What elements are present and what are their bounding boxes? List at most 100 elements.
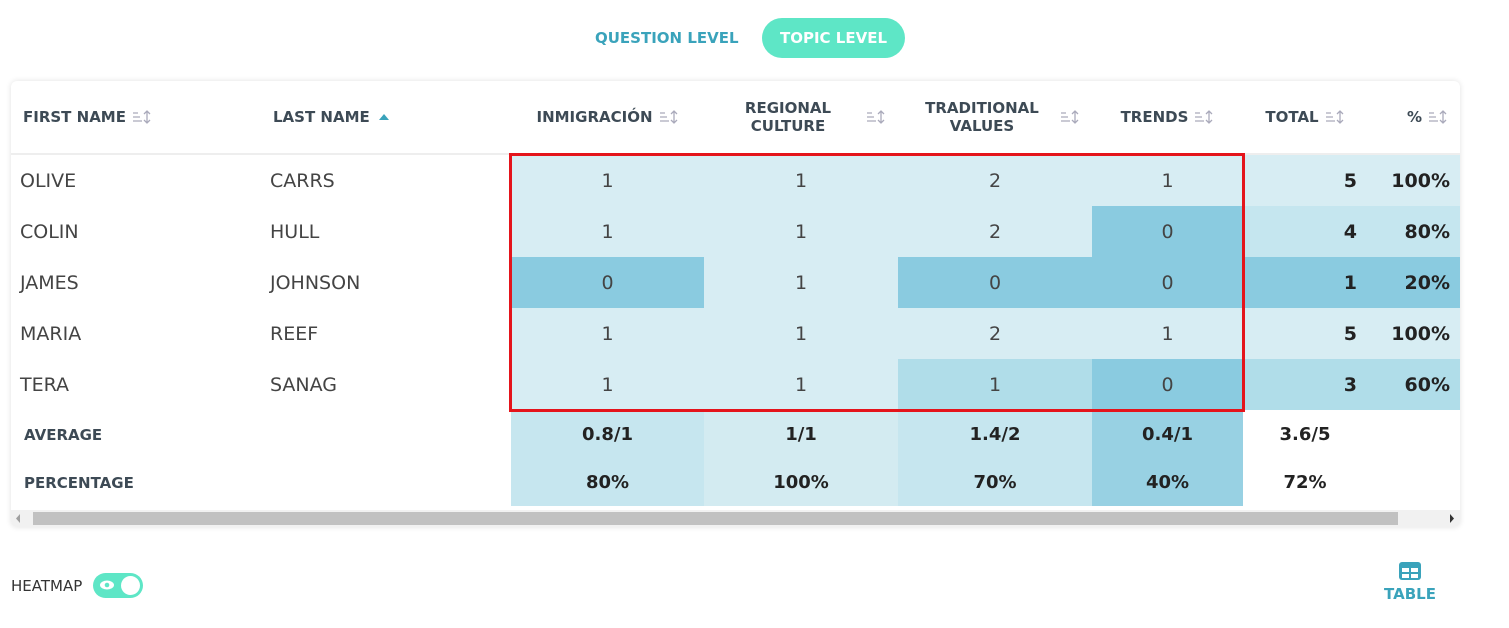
summary-label: AVERAGE: [11, 410, 261, 459]
total-cell: 5: [1243, 308, 1367, 359]
last-name-text: CARRS: [270, 169, 335, 192]
summary-blank: [261, 459, 511, 506]
column-header-text: %: [1406, 108, 1422, 126]
score-cell: 1: [511, 155, 704, 206]
score-cell-text: 1: [601, 169, 614, 192]
sort-icon[interactable]: [1325, 109, 1345, 125]
sort-icon[interactable]: [376, 109, 396, 125]
last-name: REEF: [261, 308, 511, 359]
score-cell-text: 1: [794, 373, 808, 396]
column-header[interactable]: LAST NAME: [261, 81, 511, 155]
column-header-text: LAST NAME: [273, 108, 370, 126]
column-header[interactable]: REGIONAL CULTURE: [704, 81, 898, 155]
summary-value: 100%: [704, 459, 898, 506]
summary-value: 40%: [1092, 459, 1243, 506]
total-cell-text: 5: [1343, 322, 1357, 345]
sort-icon[interactable]: [132, 109, 152, 125]
score-cell-text: 2: [988, 169, 1002, 192]
score-cell: 0: [511, 257, 704, 308]
scroll-right[interactable]: [1448, 510, 1456, 527]
score-cell-text: 1: [794, 322, 808, 345]
score-cell-text: 2: [988, 220, 1002, 243]
heatmap-label: HEATMAP: [11, 577, 83, 595]
column-header[interactable]: TRENDS: [1092, 81, 1243, 155]
summary-total-text: 3.6/5: [1279, 424, 1331, 445]
column-header[interactable]: INMIGRACIÓN: [511, 81, 704, 155]
summary-value-text: 80%: [585, 472, 630, 493]
total-cell-text: 3: [1343, 373, 1357, 396]
score-cell: 1: [704, 308, 898, 359]
score-cell-text: 1: [1161, 169, 1174, 192]
tab-active[interactable]: TOPIC LEVEL: [762, 18, 906, 58]
table-view-button[interactable]: TABLE: [1380, 561, 1440, 603]
summary-value: 1/1: [704, 410, 898, 459]
tab[interactable]: QUESTION LEVEL: [595, 29, 739, 47]
score-cell: 1: [1092, 155, 1243, 206]
column-header[interactable]: %: [1367, 81, 1460, 155]
toggle-knob: [121, 576, 140, 595]
score-cell: 1: [704, 359, 898, 410]
last-name: JOHNSON: [261, 257, 511, 308]
scrollbar[interactable]: [11, 510, 1460, 527]
summary-value-text: 0.4/1: [1142, 424, 1193, 445]
total-cell: 4: [1243, 206, 1367, 257]
score-cell-text: 0: [1161, 271, 1174, 294]
summary-blank: [261, 410, 511, 459]
summary-blank: [1367, 459, 1460, 506]
summary-value: 0.8/1: [511, 410, 704, 459]
last-name-text: SANAG: [270, 373, 338, 396]
summary-value: 80%: [511, 459, 704, 506]
column-header[interactable]: FIRST NAME: [11, 81, 261, 155]
summary-value-text: 100%: [773, 472, 829, 493]
score-cell-text: 1: [1161, 322, 1174, 345]
column-header[interactable]: TRADITIONAL VALUES: [898, 81, 1092, 155]
score-cell: 1: [898, 359, 1092, 410]
percent-cell: 60%: [1367, 359, 1460, 410]
score-cell-text: 0: [988, 271, 1002, 294]
first-name: OLIVE: [11, 155, 261, 206]
column-header[interactable]: TOTAL: [1243, 81, 1367, 155]
column-header-text: REGIONAL CULTURE: [744, 99, 832, 135]
last-name-text: HULL: [270, 220, 320, 243]
score-cell-text: 1: [988, 373, 1002, 396]
total-cell-text: 5: [1343, 169, 1357, 192]
score-cell-text: 2: [988, 322, 1002, 345]
score-cell: 2: [898, 308, 1092, 359]
sort-icon[interactable]: [659, 109, 679, 125]
score-cell: 0: [1092, 257, 1243, 308]
table: FIRST NAME LAST NAME INMIGRACIÓN REGIONAL C…: [11, 81, 1460, 506]
score-cell: 1: [1092, 308, 1243, 359]
column-header-text: TRADITIONAL VALUES: [925, 99, 1039, 135]
score-cell: 2: [898, 206, 1092, 257]
scroll-left[interactable]: [14, 510, 22, 527]
summary-value: 70%: [898, 459, 1092, 506]
first-name: MARIA: [11, 308, 261, 359]
first-name: JAMES: [11, 257, 261, 308]
last-name-text: REEF: [270, 322, 319, 345]
score-cell: 1: [704, 257, 898, 308]
summary-value: 1.4/2: [898, 410, 1092, 459]
column-header-text: INMIGRACIÓN: [536, 108, 653, 126]
table-view-label: TABLE: [1384, 585, 1436, 603]
summary-value-text: 1.4/2: [969, 424, 1021, 445]
sort-icon[interactable]: [1428, 109, 1448, 125]
percent-cell-text: 20%: [1404, 271, 1450, 294]
highlight-box: [509, 153, 1245, 412]
summary-total-text: 72%: [1283, 472, 1327, 493]
first-name-text: OLIVE: [20, 169, 77, 192]
sort-icon[interactable]: [1060, 109, 1080, 125]
score-cell-text: 1: [601, 220, 614, 243]
scroll-thumb[interactable]: [33, 512, 1398, 525]
eye-icon: [100, 580, 114, 590]
sort-icon[interactable]: [866, 109, 886, 125]
percent-cell: 100%: [1367, 308, 1460, 359]
table-icon: [1399, 562, 1421, 580]
score-cell: 1: [511, 308, 704, 359]
percent-cell-text: 60%: [1404, 373, 1450, 396]
score-cell: 1: [511, 359, 704, 410]
first-name-text: JAMES: [20, 271, 79, 294]
score-cell-text: 0: [601, 271, 614, 294]
sort-icon[interactable]: [1194, 109, 1214, 125]
heatmap-toggle[interactable]: [93, 573, 143, 598]
score-cell: 2: [898, 155, 1092, 206]
